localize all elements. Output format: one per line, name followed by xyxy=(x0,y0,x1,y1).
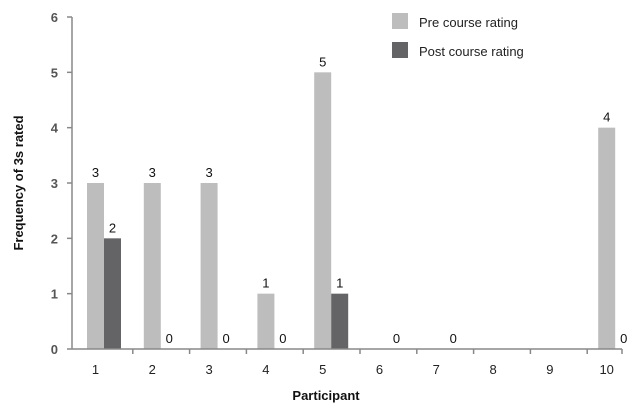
bar-pre-2 xyxy=(143,183,161,349)
legend-label-pre-course: Pre course rating xyxy=(419,15,518,30)
y-axis-title: Frequency of 3s rated xyxy=(11,115,26,250)
legend-swatch-pre-course xyxy=(392,13,408,29)
data-label: 5 xyxy=(319,54,326,69)
data-label: 1 xyxy=(262,276,269,291)
x-tick-label: 9 xyxy=(546,362,553,377)
bar-pre-5 xyxy=(314,72,332,349)
x-tick-label: 3 xyxy=(205,362,212,377)
legend-swatch-post-course xyxy=(392,42,408,58)
x-tick-label: 8 xyxy=(489,362,496,377)
data-label: 1 xyxy=(336,276,343,291)
x-tick-label: 2 xyxy=(149,362,156,377)
data-label: 0 xyxy=(279,331,286,346)
y-tick-label: 6 xyxy=(51,10,58,25)
bar-post-1 xyxy=(104,238,121,349)
x-tick-label: 10 xyxy=(599,362,613,377)
y-tick-label: 2 xyxy=(51,231,58,246)
data-label: 0 xyxy=(393,331,400,346)
data-label: 2 xyxy=(109,220,116,235)
data-label: 0 xyxy=(222,331,229,346)
bar-pre-3 xyxy=(200,183,218,349)
y-tick-label: 4 xyxy=(51,121,59,136)
legend: Pre course rating Post course rating xyxy=(392,13,524,59)
bar-pre-1 xyxy=(87,183,104,349)
y-tick-label: 5 xyxy=(51,65,58,80)
x-tick-label: 7 xyxy=(433,362,440,377)
data-label: 4 xyxy=(603,110,610,125)
chart-marks: 3 3 3 1 5 4 2 0 0 0 1 0 0 0 xyxy=(87,54,627,350)
y-tick-label: 1 xyxy=(51,287,58,302)
y-tick-label: 0 xyxy=(51,342,58,357)
x-tick-label: 1 xyxy=(92,362,99,377)
x-tick-label: 4 xyxy=(262,362,269,377)
x-tick-label: 6 xyxy=(376,362,383,377)
x-tick-label: 5 xyxy=(319,362,326,377)
data-label: 0 xyxy=(166,331,173,346)
data-label: 0 xyxy=(620,331,627,346)
data-label: 3 xyxy=(149,165,156,180)
x-axis-title: Participant xyxy=(292,388,360,403)
data-label: 3 xyxy=(92,165,99,180)
legend-label-post-course: Post course rating xyxy=(419,44,524,59)
data-label: 3 xyxy=(205,165,212,180)
bar-pre-10 xyxy=(598,127,616,350)
bar-post-5 xyxy=(331,293,349,349)
y-tick-label: 3 xyxy=(51,176,58,191)
data-label: 0 xyxy=(450,331,457,346)
bar-pre-4 xyxy=(257,293,275,349)
